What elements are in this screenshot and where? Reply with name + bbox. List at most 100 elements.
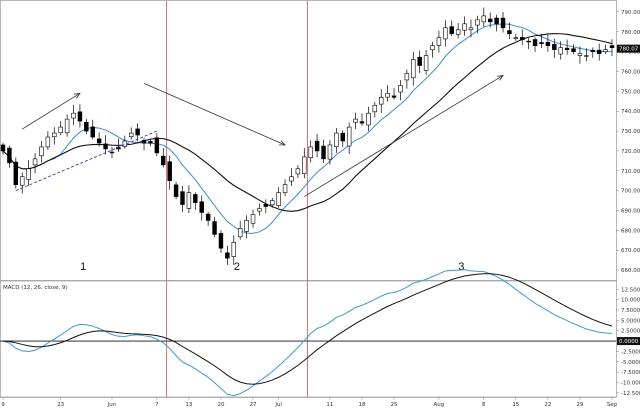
candle-down bbox=[520, 37, 525, 41]
candle-up bbox=[71, 112, 76, 119]
candle-down bbox=[571, 48, 576, 52]
candle-down bbox=[148, 141, 153, 144]
candle-up bbox=[302, 156, 307, 174]
candle-up bbox=[231, 241, 237, 257]
last-price-label: 780.07 bbox=[619, 47, 639, 53]
time-tick-label: 18 bbox=[358, 402, 365, 408]
time-tick-label: 20 bbox=[217, 402, 224, 408]
candle-up bbox=[244, 220, 249, 232]
candle-up bbox=[443, 27, 448, 40]
trend-arrow-head bbox=[279, 140, 287, 146]
candle-down bbox=[494, 17, 499, 25]
candle-up bbox=[276, 192, 281, 206]
time-tick-label: Jul bbox=[274, 402, 282, 408]
price-tick-label: 700.00 bbox=[621, 189, 640, 195]
candle-down bbox=[500, 17, 506, 29]
candle-up bbox=[398, 85, 403, 93]
price-tick-label: 790.00 bbox=[621, 10, 640, 16]
candle-up bbox=[64, 118, 70, 134]
trend-arrow-line bbox=[22, 92, 81, 130]
candle-down bbox=[103, 143, 108, 150]
time-tick-label: 29 bbox=[576, 402, 583, 408]
candle-up bbox=[26, 168, 31, 180]
trend-arrow-line bbox=[143, 83, 286, 146]
candle-down bbox=[359, 121, 365, 124]
candle-down bbox=[77, 111, 83, 122]
candle-down bbox=[96, 138, 102, 144]
candle-down bbox=[539, 42, 544, 44]
candle-down bbox=[507, 30, 512, 35]
macd-tick-label: 10.0000 bbox=[621, 298, 640, 304]
candle-down bbox=[90, 126, 95, 138]
candle-up bbox=[558, 47, 563, 55]
candle-up bbox=[270, 200, 275, 206]
candle-up bbox=[475, 19, 480, 26]
candle-down bbox=[590, 50, 595, 52]
candle-down bbox=[84, 122, 89, 132]
candle-down bbox=[417, 56, 422, 66]
candle-up bbox=[32, 158, 38, 166]
candle-up bbox=[45, 136, 51, 148]
candle-down bbox=[545, 41, 551, 46]
support-dashed-line bbox=[15, 130, 158, 192]
candle-up bbox=[468, 27, 474, 31]
candle-down bbox=[532, 39, 538, 46]
candle-up bbox=[237, 228, 243, 238]
zone-label: 2 bbox=[234, 261, 240, 273]
price-tick-label: 740.00 bbox=[621, 109, 640, 115]
candle-up bbox=[250, 214, 256, 224]
candle-up bbox=[257, 208, 262, 212]
candle-up bbox=[346, 126, 352, 147]
price-tick-label: 720.00 bbox=[621, 149, 640, 155]
candle-up bbox=[58, 126, 63, 134]
candle-down bbox=[7, 147, 12, 164]
candle-down bbox=[193, 194, 198, 203]
candle-up bbox=[39, 146, 44, 157]
candle-down bbox=[225, 252, 230, 259]
candle-down bbox=[154, 137, 160, 154]
time-tick-label: 23 bbox=[57, 402, 64, 408]
time-tick-label: Jun bbox=[107, 402, 117, 408]
price-tick-label: 760.00 bbox=[621, 69, 640, 75]
macd-tick-label: 2.5000 bbox=[621, 329, 640, 335]
candle-down bbox=[564, 47, 570, 50]
candle-down bbox=[109, 151, 115, 154]
candle-up bbox=[577, 53, 583, 56]
macd-tick-label: -10.0000 bbox=[621, 381, 640, 387]
candle-up bbox=[455, 29, 461, 35]
candle-up bbox=[423, 55, 429, 71]
trend-arrow-line bbox=[304, 75, 504, 197]
candle-up bbox=[353, 118, 358, 123]
candle-up bbox=[295, 168, 301, 175]
candle-up bbox=[282, 184, 288, 193]
macd-tick-label: 5.0000 bbox=[621, 318, 640, 324]
time-tick-label: 25 bbox=[391, 402, 398, 408]
price-tick-label: 670.00 bbox=[621, 248, 640, 254]
candle-down bbox=[526, 40, 531, 43]
macd-tick-label: -12.5000 bbox=[621, 391, 640, 397]
time-tick-label: 8 bbox=[482, 402, 486, 408]
candle-up bbox=[404, 73, 410, 81]
candle-up bbox=[385, 93, 390, 98]
candle-down bbox=[199, 201, 204, 213]
candle-up bbox=[20, 176, 25, 186]
price-tick-label: 750.00 bbox=[621, 89, 640, 95]
candle-down bbox=[314, 140, 320, 152]
candle-up bbox=[603, 49, 608, 52]
candle-down bbox=[552, 44, 557, 50]
time-tick-label: Aug bbox=[434, 402, 445, 408]
candle-down bbox=[609, 45, 615, 48]
candle-up bbox=[52, 132, 57, 138]
candle-down bbox=[135, 128, 140, 136]
price-tick-label: 690.00 bbox=[621, 208, 640, 214]
candle-up bbox=[128, 132, 134, 137]
time-tick-label: 9 bbox=[1, 402, 5, 408]
candle-up bbox=[584, 55, 589, 57]
candle-down bbox=[0, 144, 6, 152]
candle-down bbox=[167, 161, 172, 182]
macd-tick-label: 7.5000 bbox=[621, 308, 640, 314]
macd-tick-label: -5.0000 bbox=[621, 360, 640, 366]
candle-down bbox=[161, 155, 166, 166]
